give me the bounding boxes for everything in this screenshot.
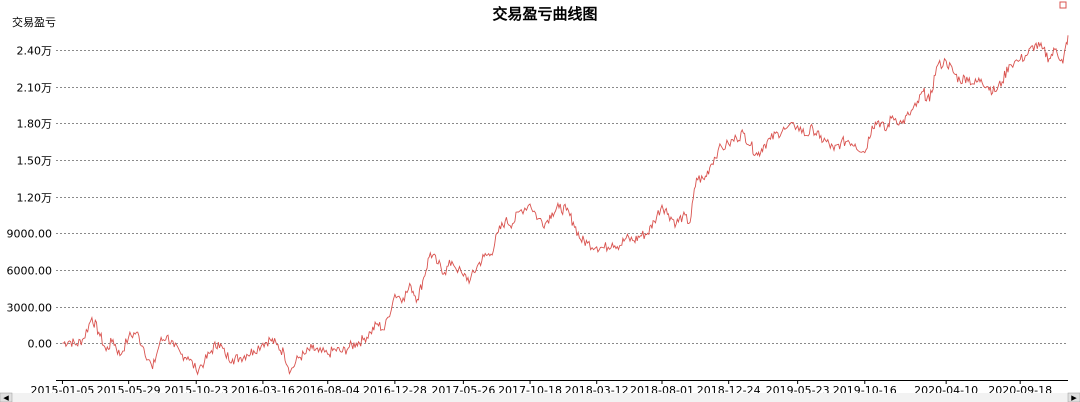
- y-tick-label: 2.10万: [17, 82, 53, 95]
- scroll-left-icon: ◂: [3, 391, 9, 402]
- y-tick-label: 1.50万: [17, 155, 53, 168]
- chart-title: 交易盈亏曲线图: [492, 5, 597, 23]
- y-tick-label: 9000.00: [7, 228, 53, 241]
- horizontal-scrollbar[interactable]: ◂ ▸: [0, 391, 1080, 402]
- y-tick-labels: 0.00 3000.00 6000.00 9000.00 1.20万 1.50万 1.80万…: [7, 45, 53, 351]
- y-tick-label: 1.80万: [17, 118, 53, 131]
- y-tick-label: 3000.00: [7, 302, 53, 315]
- y-axis-label: 交易盈亏: [12, 15, 56, 29]
- scrollbar-track[interactable]: [0, 393, 1080, 402]
- y-tick-label: 0.00: [28, 338, 53, 351]
- legend-toggle-marker[interactable]: [1059, 1, 1067, 9]
- series-line: [62, 35, 1069, 376]
- y-tick-label: 6000.00: [7, 265, 53, 278]
- gridlines: [56, 50, 1068, 344]
- scroll-left-button[interactable]: [0, 392, 13, 402]
- y-tick-label: 1.20万: [17, 192, 53, 205]
- y-tick-label: 2.40万: [17, 45, 53, 58]
- scroll-right-icon: ▸: [1071, 391, 1077, 402]
- scroll-right-button[interactable]: [1067, 392, 1080, 402]
